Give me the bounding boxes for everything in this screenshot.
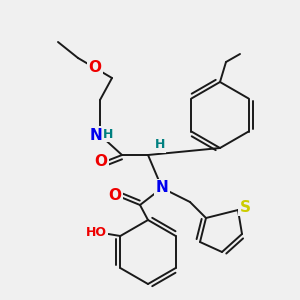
Text: O: O	[109, 188, 122, 203]
Text: N: N	[90, 128, 102, 142]
Text: HO: HO	[86, 226, 107, 238]
Text: H: H	[103, 128, 113, 140]
Text: H: H	[155, 139, 165, 152]
Text: O: O	[88, 61, 101, 76]
Text: S: S	[239, 200, 250, 214]
Text: O: O	[94, 154, 107, 169]
Text: N: N	[156, 181, 168, 196]
